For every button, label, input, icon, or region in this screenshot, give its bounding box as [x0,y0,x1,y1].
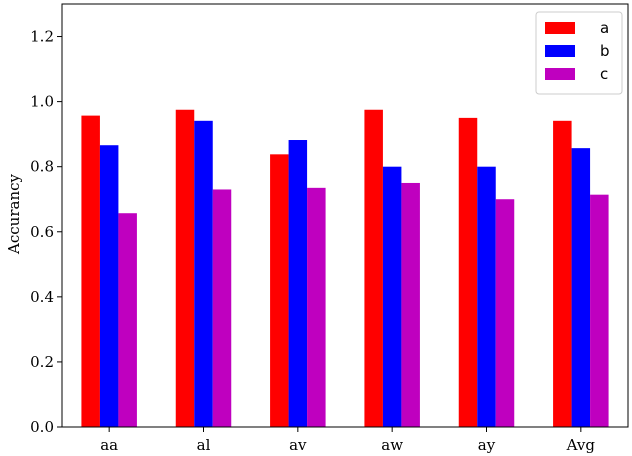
plot-area: 0.0 0.2 0.4 0.6 0.8 1.0 1.2 aa al av aw ay Avg abc [30,3,629,454]
y-tick-label: 0.6 [30,223,54,241]
y-axis-title: Accurancy [5,174,23,255]
x-tick-label: al [197,436,211,454]
x-tick-label: av [289,436,307,454]
legend-swatch-c [545,68,575,80]
bar-a-avg [553,120,572,427]
legend-swatch-a [545,22,575,34]
bar-b-al [194,120,213,427]
x-tick-label: ay [478,436,496,454]
bar-a-aw [364,109,383,427]
bar-a-aa [81,115,100,428]
legend-label-a: a [600,19,609,37]
bar-b-av [288,140,308,427]
y-tick-label: 0.2 [30,353,54,371]
legend-swatch-b [545,45,575,57]
bar-c-av [307,187,326,427]
y-tick-label: 0.4 [30,288,54,306]
y-tick-label: 0.0 [30,418,54,436]
bar-a-al [175,109,195,427]
x-tick-label: aw [381,436,403,454]
x-tick-label: Avg [566,436,596,454]
y-tick-label: 1.0 [30,93,54,111]
bar-b-aw [382,166,402,427]
bar-c-aw [401,182,420,427]
x-tick-label: aa [100,436,118,454]
plot-frame [61,3,629,428]
bar-b-aa [99,145,119,427]
legend-label-b: b [600,42,610,60]
bar-c-al [212,189,232,427]
bar-a-ay [458,117,478,427]
legend-label-c: c [600,65,608,83]
y-tick-label: 0.8 [30,158,54,176]
y-tick-label: 1.2 [30,28,54,46]
bar-c-aa [118,213,137,427]
bar-a-av [270,154,289,427]
bar-c-avg [590,194,609,427]
bar-b-avg [571,148,591,427]
bar-b-ay [477,166,496,427]
bar-c-ay [495,199,515,427]
